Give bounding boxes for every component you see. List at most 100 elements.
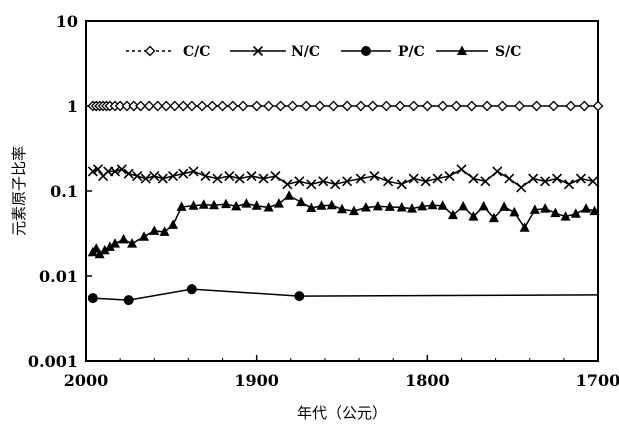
data-point-cc (481, 100, 493, 112)
y-tick-label: 0.001 (28, 352, 78, 371)
legend-label-sc: S/C (495, 44, 521, 60)
data-point-cc (578, 100, 590, 112)
data-point-cc (217, 100, 228, 112)
data-point-nc (369, 170, 380, 182)
data-point-nc (294, 176, 305, 187)
data-point-sc (589, 205, 600, 216)
data-point-cc (251, 100, 263, 112)
data-point-nc (282, 179, 293, 190)
x-axis-ticks: 2000 1900 1800 1700 (64, 355, 619, 390)
data-point-cc (408, 100, 420, 112)
data-point-nc (480, 176, 491, 187)
data-point-nc (92, 164, 104, 175)
data-point-nc (200, 170, 211, 182)
data-point-cc (152, 100, 164, 112)
data-point-cc (275, 100, 286, 112)
series-pc (87, 284, 599, 306)
data-point-sc (263, 201, 274, 212)
data-point-cc (227, 100, 239, 112)
data-point-cc (314, 100, 326, 112)
legend: C/C N/C P/C S/C (126, 44, 521, 60)
data-point-cc (237, 100, 249, 112)
data-point-nc (528, 173, 539, 184)
data-point-nc (109, 166, 121, 177)
data-point-sc (139, 231, 150, 241)
data-point-cc (394, 100, 406, 112)
data-point-sc (478, 200, 489, 211)
data-point-nc (318, 176, 329, 187)
y-tick-label: 1 (67, 97, 78, 116)
data-point-sc (99, 244, 110, 255)
data-point-cc (531, 100, 542, 112)
data-point-sc (581, 203, 592, 213)
data-point-cc (196, 100, 208, 112)
data-point-nc (396, 179, 407, 190)
data-point-sc (360, 201, 371, 212)
series-cc (87, 100, 604, 112)
data-point-cc (514, 100, 525, 112)
data-point-sc (396, 201, 407, 212)
data-point-nc (540, 176, 551, 187)
legend-marker-pc (361, 46, 371, 56)
data-point-nc (420, 176, 431, 187)
y-axis-title: 元素原子比率 (10, 146, 28, 236)
data-point-nc (408, 173, 419, 184)
data-point-nc (468, 173, 479, 184)
series-sc (87, 190, 600, 259)
data-point-nc (157, 173, 168, 184)
data-point-cc (450, 100, 462, 112)
data-point-nc (516, 182, 527, 193)
data-point-sc (316, 200, 327, 210)
data-point-cc (592, 100, 604, 112)
data-point-sc (296, 196, 307, 207)
data-point-sc (91, 243, 102, 253)
data-point-nc (132, 170, 143, 182)
data-point-cc (341, 100, 353, 112)
data-point-sc (284, 190, 295, 200)
legend-marker-sc (457, 45, 467, 55)
data-point-nc (188, 166, 199, 177)
data-point-nc (575, 173, 586, 184)
data-point-cc (355, 100, 367, 112)
data-point-sc (540, 203, 551, 213)
data-point-nc (587, 176, 598, 187)
data-point-sc (437, 200, 448, 210)
data-point-pc (87, 293, 98, 304)
data-point-pc (123, 295, 134, 306)
data-point-cc (367, 100, 379, 112)
data-point-sc (168, 219, 179, 229)
legend-label-pc: P/C (398, 44, 425, 60)
x-tick-label: 2000 (64, 371, 109, 390)
data-point-cc (186, 100, 198, 112)
data-point-nc (246, 170, 257, 182)
data-point-sc (417, 200, 428, 211)
data-point-nc (330, 179, 341, 190)
data-point-sc (529, 204, 540, 214)
data-point-sc (176, 201, 187, 211)
legend-marker-nc (252, 45, 264, 57)
data-point-sc (241, 198, 252, 208)
data-point-nc (258, 173, 269, 184)
data-point-nc (167, 170, 179, 182)
data-point-nc (149, 170, 160, 182)
series-nc (87, 164, 598, 193)
data-point-sc (337, 203, 347, 214)
data-point-nc (270, 170, 281, 182)
data-point-sc (326, 199, 337, 210)
data-point-sc (231, 200, 242, 211)
data-point-sc (550, 207, 561, 218)
data-point-nc (504, 173, 515, 184)
x-tick-label: 1900 (234, 371, 279, 390)
data-point-sc (406, 203, 417, 213)
data-point-cc (328, 100, 339, 112)
series-line-pc (92, 288, 599, 301)
data-point-nc (212, 173, 223, 184)
data-point-nc (551, 173, 563, 184)
data-point-sc (118, 233, 129, 244)
data-point-nc (234, 173, 245, 184)
data-point-nc (492, 166, 503, 177)
y-axis-ticks: 0.001 0.01 0.1 1 10 (28, 12, 92, 371)
data-point-cc (177, 100, 189, 112)
series-line-sc (92, 194, 595, 256)
